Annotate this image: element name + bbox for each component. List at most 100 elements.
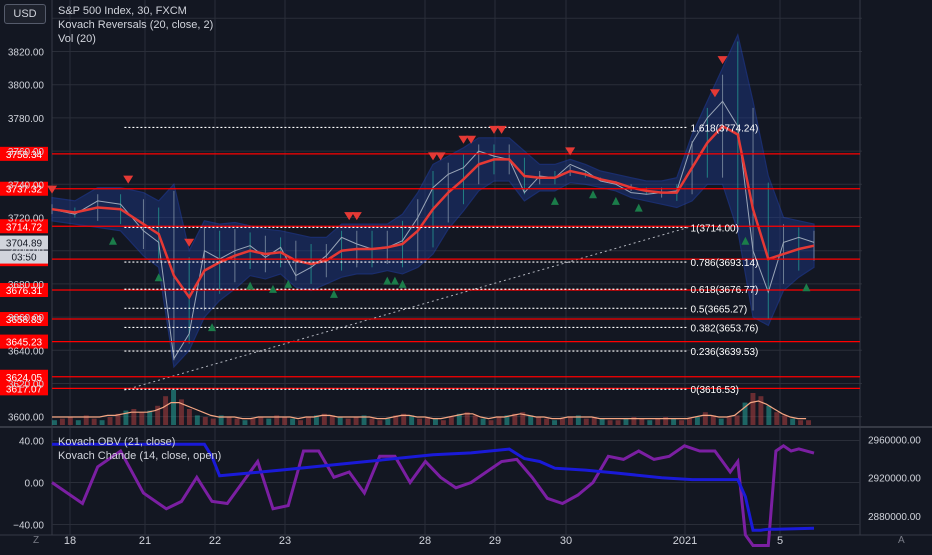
currency-button[interactable]: USD xyxy=(4,4,46,24)
buy-signal-marker xyxy=(589,190,598,199)
volume-bar xyxy=(306,417,311,425)
volume-bar xyxy=(139,412,145,425)
volume-bar xyxy=(250,418,256,425)
volume-bar xyxy=(377,420,383,425)
y-tick-label: 3780.00 xyxy=(8,114,45,125)
volume-bar xyxy=(694,417,700,425)
volume-bar xyxy=(147,410,153,425)
sell-signal-marker xyxy=(351,212,362,221)
buy-signal-marker xyxy=(246,281,255,290)
volume-bar xyxy=(718,418,724,425)
volume-bar xyxy=(353,417,359,425)
volume-bar xyxy=(123,410,129,425)
volume-bar xyxy=(234,418,240,425)
volume-bar xyxy=(734,415,740,425)
volume-bar xyxy=(186,409,192,425)
x-tick-label: 30 xyxy=(560,535,572,547)
volume-bar xyxy=(171,389,176,425)
volume-bar xyxy=(758,396,764,425)
y-tick-label: 3760.00 xyxy=(8,147,45,158)
level-label: 3737.32 xyxy=(6,185,43,196)
current-price-label: 3704.89 xyxy=(6,239,43,250)
volume-bar xyxy=(433,418,438,425)
volume-bar xyxy=(115,413,121,425)
volume-bar xyxy=(591,417,597,425)
volume-bar xyxy=(702,412,708,425)
volume-bar xyxy=(107,417,113,425)
volume-bar xyxy=(750,393,756,425)
volume-bar xyxy=(425,417,430,425)
sell-signal-marker xyxy=(717,56,728,65)
buy-signal-marker xyxy=(154,273,163,282)
level-label: 3714.72 xyxy=(6,222,43,233)
buy-signal-marker xyxy=(611,196,620,205)
volume-bar xyxy=(583,418,589,425)
volume-bar xyxy=(774,412,780,425)
level-label-bg xyxy=(0,283,48,298)
volume-bar xyxy=(623,418,629,425)
obv-tick-label: 2960000.00 xyxy=(868,436,921,447)
indicator-legend-chande: Kovach Chande (14, close, open) xyxy=(58,450,222,462)
obv-tick-label: 2880000.00 xyxy=(868,512,921,523)
sell-signal-marker xyxy=(488,125,499,134)
volume-bar xyxy=(488,420,494,425)
timezone-icon[interactable]: Z xyxy=(33,535,40,546)
volume-bar xyxy=(679,420,684,425)
volume-bar xyxy=(345,418,351,425)
sell-signal-marker xyxy=(496,125,507,134)
x-tick-label: 21 xyxy=(139,535,151,547)
countdown-label: 03:50 xyxy=(11,253,36,264)
volume-bar xyxy=(663,417,669,425)
fibonacci-label: 1.618(3774.24) xyxy=(691,123,759,134)
y-tick-label: 3740.00 xyxy=(8,180,45,191)
auto-scale-icon[interactable]: A xyxy=(898,535,905,546)
volume-bar xyxy=(726,417,732,425)
symbol-legend: S&P 500 Index, 30, FXCM xyxy=(58,5,187,17)
volume-bar xyxy=(258,417,264,425)
buy-signal-marker xyxy=(329,289,338,298)
volume-bar xyxy=(226,417,232,425)
level-label: 3658.83 xyxy=(6,315,43,326)
sell-signal-marker xyxy=(435,152,446,161)
volume-bar xyxy=(528,415,534,425)
y-tick-label: 3620.00 xyxy=(8,379,45,390)
volume-bar xyxy=(321,413,327,425)
current-price-bg xyxy=(0,235,48,250)
volume-bar xyxy=(385,418,391,425)
volume-ma-line xyxy=(52,400,807,420)
volume-bar xyxy=(290,418,296,425)
volume-bar xyxy=(655,418,661,425)
volume-bar xyxy=(742,402,748,425)
chande-tick-label: 0.00 xyxy=(25,479,45,490)
volume-bar xyxy=(536,417,542,425)
volume-bar xyxy=(520,412,526,425)
sell-signal-marker xyxy=(184,238,195,247)
sell-signal-marker xyxy=(344,212,355,221)
volume-bar xyxy=(456,413,462,425)
volume-bar xyxy=(671,418,677,425)
volume-bar xyxy=(401,413,407,425)
volume-bar xyxy=(496,417,502,425)
volume-bar xyxy=(179,399,184,425)
moving-average-line xyxy=(51,124,815,300)
x-tick-label: 28 xyxy=(419,535,431,547)
level-label-bg xyxy=(0,312,48,327)
volume-bar xyxy=(631,417,637,425)
buy-signal-marker xyxy=(550,196,559,205)
sell-signal-marker xyxy=(466,135,477,144)
level-label: 3624.05 xyxy=(6,373,43,384)
volume-bar xyxy=(782,415,788,425)
fibonacci-label: 0.382(3653.76) xyxy=(691,323,759,334)
volume-bar xyxy=(710,415,716,425)
y-tick-label: 3600.00 xyxy=(8,413,45,424)
buy-signal-marker xyxy=(802,283,811,292)
volume-bar xyxy=(266,418,272,425)
level-label-bg xyxy=(0,146,48,161)
volume-bar xyxy=(131,409,137,425)
volume-bar xyxy=(560,418,565,425)
volume-bar xyxy=(52,420,57,425)
volume-bar xyxy=(512,413,518,425)
volume-bar xyxy=(552,420,557,425)
